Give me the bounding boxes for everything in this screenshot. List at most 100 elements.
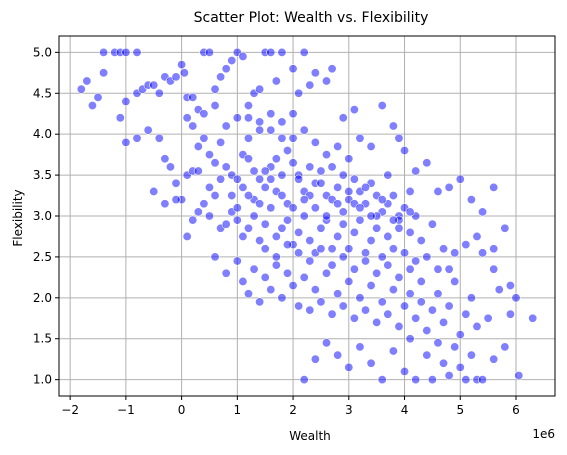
scatter-point: [179, 68, 189, 78]
scatter-point: [277, 47, 287, 57]
scatter-point: [500, 342, 510, 352]
scatter-point: [160, 199, 170, 209]
scatter-point: [299, 195, 309, 205]
scatter-point: [221, 268, 231, 278]
scatter-point: [333, 289, 343, 299]
scatter-point: [377, 252, 387, 262]
scatter-point: [121, 47, 131, 57]
scatter-point: [266, 285, 276, 295]
y-axis-label: Flexibility: [11, 189, 25, 246]
scatter-point: [182, 113, 192, 123]
scatter-point: [383, 170, 393, 180]
scatter-point: [149, 80, 159, 90]
scatter-point: [171, 72, 181, 82]
scatter-point: [266, 47, 276, 57]
scatter-point: [416, 236, 426, 246]
scatter-point: [450, 342, 460, 352]
scatter-point: [216, 72, 226, 82]
x-tick-label: 0: [178, 403, 186, 417]
y-tick-label: 3.5: [33, 168, 52, 182]
scatter-points: [76, 47, 538, 385]
scatter-point: [143, 125, 153, 135]
scatter-point: [243, 101, 253, 111]
scatter-point: [361, 182, 371, 192]
scatter-point: [505, 281, 515, 291]
scatter-point: [433, 338, 443, 348]
scatter-point: [405, 334, 415, 344]
scatter-point: [243, 289, 253, 299]
scatter-point: [260, 182, 270, 192]
scatter-point: [310, 137, 320, 147]
scatter-point: [99, 68, 109, 78]
scatter-point: [327, 162, 337, 172]
scatter-point: [305, 162, 315, 172]
scatter-point: [405, 186, 415, 196]
scatter-point: [210, 84, 220, 94]
scatter-point: [349, 105, 359, 115]
x-tick-label: 6: [512, 403, 520, 417]
scatter-point: [450, 276, 460, 286]
scatter-point: [316, 244, 326, 254]
scatter-point: [99, 47, 109, 57]
scatter-point: [372, 268, 382, 278]
scatter-point: [427, 375, 437, 385]
scatter-point: [388, 121, 398, 131]
y-tick-label: 3.0: [33, 209, 52, 223]
scatter-point: [76, 84, 86, 94]
scatter-point: [204, 47, 214, 57]
scatter-point: [310, 203, 320, 213]
scatter-point: [472, 231, 482, 241]
scatter-point: [115, 113, 125, 123]
scatter-point: [377, 101, 387, 111]
x-tick-label: 2: [289, 403, 297, 417]
scatter-point: [277, 191, 287, 201]
scatter-point: [366, 211, 376, 221]
scatter-point: [333, 182, 343, 192]
scatter-point: [255, 199, 265, 209]
scatter-point: [400, 248, 410, 258]
scatter-point: [199, 199, 209, 209]
scatter-point: [355, 342, 365, 352]
scatter-point: [238, 51, 248, 61]
scatter-point: [232, 256, 242, 266]
scatter-point: [305, 236, 315, 246]
scatter-point: [344, 154, 354, 164]
scatter-point: [327, 64, 337, 74]
scatter-point: [182, 231, 192, 241]
scatter-point: [361, 248, 371, 258]
x-axis-label: Wealth: [289, 429, 331, 443]
scatter-point: [232, 215, 242, 225]
scatter-point: [82, 76, 92, 86]
scatter-point: [132, 47, 142, 57]
scatter-point: [243, 223, 253, 233]
scatter-point: [411, 375, 421, 385]
scatter-point: [243, 133, 253, 143]
scatter-point: [478, 248, 488, 258]
scatter-point: [483, 313, 493, 323]
x-axis-ticks: −2 −1 0 1 2 3 4 5 6: [61, 396, 520, 417]
scatter-point: [450, 248, 460, 258]
y-tick-label: 4.0: [33, 127, 52, 141]
scatter-point: [171, 178, 181, 188]
x-tick-label: 4: [401, 403, 409, 417]
x-tick-label: 3: [345, 403, 353, 417]
scatter-point: [422, 350, 432, 360]
scatter-point: [316, 223, 326, 233]
scatter-point: [394, 223, 404, 233]
scatter-point: [338, 219, 348, 229]
scatter-point: [310, 354, 320, 364]
scatter-point: [383, 231, 393, 241]
scatter-point: [294, 301, 304, 311]
scatter-point: [422, 326, 432, 336]
y-tick-label: 2.0: [33, 291, 52, 305]
scatter-point: [232, 113, 242, 123]
scatter-point: [366, 281, 376, 291]
scatter-point: [333, 199, 343, 209]
scatter-point: [338, 207, 348, 217]
scatter-point: [232, 174, 242, 184]
scatter-point: [455, 362, 465, 372]
scatter-point: [327, 260, 337, 270]
scatter-point: [388, 191, 398, 201]
scatter-point: [193, 141, 203, 151]
